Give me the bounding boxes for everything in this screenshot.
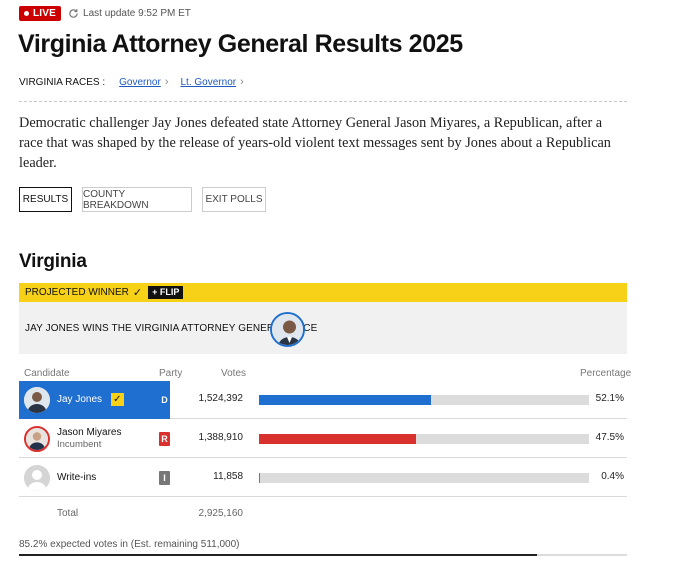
header-candidate: Candidate	[24, 368, 70, 379]
total-votes: 2,925,160	[198, 508, 244, 519]
live-badge: LIVE	[19, 5, 62, 21]
last-update-text: Last update 9:52 PM ET	[83, 7, 191, 19]
chevron-right-icon: ›	[164, 76, 169, 88]
party-badge: R	[159, 432, 170, 446]
candidate-name: Jay Jones	[57, 394, 103, 406]
person-portrait-icon	[26, 428, 48, 450]
vote-share-bar	[259, 473, 589, 483]
state-heading: Virginia	[19, 251, 87, 272]
winner-check-icon: ✓	[110, 393, 124, 407]
vote-share-bar	[259, 434, 589, 444]
party-badge: I	[159, 471, 170, 485]
total-label: Total	[57, 508, 79, 519]
vote-percentage: 47.5%	[595, 432, 624, 443]
header-votes: Votes	[221, 368, 247, 379]
candidate-name: Jason Miyares	[57, 427, 122, 438]
chevron-right-icon: ›	[240, 76, 244, 88]
winner-announcement: JAY JONES WINS THE VIRGINIA ATTORNEY GEN…	[19, 302, 627, 354]
winner-headline: JAY JONES WINS THE VIRGINIA ATTORNEY GEN…	[25, 322, 318, 334]
divider	[19, 101, 627, 102]
projected-winner-bar: PROJECTED WINNER ✓ + FLIP	[19, 283, 627, 302]
expected-votes-fill	[19, 554, 538, 556]
candidate-avatar	[24, 465, 50, 491]
flip-badge: + FLIP	[148, 286, 184, 299]
candidate-avatar	[24, 426, 50, 452]
person-portrait-icon	[272, 314, 303, 345]
race-summary: Democratic challenger Jay Jones defeated…	[19, 115, 611, 171]
last-update: Last update 9:52 PM ET	[68, 8, 191, 19]
tab-results[interactable]: RESULTS	[19, 187, 72, 212]
candidate-cell[interactable]: Jay Jones ✓	[19, 381, 170, 419]
header-party: Party	[159, 368, 183, 379]
person-portrait-icon	[24, 387, 50, 413]
race-nav: VIRGINIA RACES : Governor › Lt. Governor…	[19, 75, 256, 89]
live-status-bar: LIVE Last update 9:52 PM ET	[19, 4, 191, 22]
vote-percentage: 0.4%	[601, 471, 624, 482]
vote-percentage: 52.1%	[595, 393, 624, 404]
tab-county-breakdown[interactable]: COUNTY BREAKDOWN	[82, 187, 192, 212]
expected-votes-text: 85.2% expected votes in (Est. remaining …	[19, 539, 240, 550]
winner-avatar	[270, 312, 305, 347]
vote-count: 1,388,910	[198, 432, 244, 443]
table-row: Write-ins I 11,858 0.4%	[19, 459, 627, 497]
results-tabs: RESULTS COUNTY BREAKDOWN EXIT POLLS	[19, 187, 276, 212]
vote-share-bar	[259, 395, 589, 405]
vote-share-fill	[259, 434, 416, 444]
candidate-cell[interactable]: Jason Miyares Incumbent	[19, 420, 170, 458]
governor-link[interactable]: Governor	[119, 76, 161, 88]
tab-exit-polls[interactable]: EXIT POLLS	[202, 187, 266, 212]
check-icon: ✓	[132, 287, 143, 299]
candidate-cell[interactable]: Write-ins	[19, 459, 170, 497]
candidate-avatar	[24, 387, 50, 413]
candidate-name: Write-ins	[57, 472, 97, 483]
table-row: Jay Jones ✓ D 1,524,392 52.1%	[19, 381, 627, 419]
vote-count: 1,524,392	[198, 393, 244, 404]
vote-share-fill	[259, 395, 431, 405]
vote-count: 11,858	[213, 471, 243, 482]
refresh-icon[interactable]	[68, 8, 79, 19]
incumbent-label: Incumbent	[57, 439, 102, 450]
vote-share-fill	[259, 473, 261, 483]
live-dot-icon	[24, 10, 29, 16]
table-row: Jason Miyares Incumbent R 1,388,910 47.5…	[19, 420, 627, 458]
race-nav-label: VIRGINIA RACES :	[19, 76, 106, 88]
party-badge: D	[159, 393, 170, 407]
page-title: Virginia Attorney General Results 2025	[18, 30, 463, 58]
live-label: LIVE	[33, 7, 57, 19]
projected-winner-label: PROJECTED WINNER	[25, 287, 129, 298]
expected-votes-bar	[19, 554, 627, 556]
header-percentage: Percentage	[580, 368, 632, 379]
person-silhouette-icon	[24, 465, 50, 491]
lt-governor-link[interactable]: Lt. Governor	[180, 76, 237, 88]
